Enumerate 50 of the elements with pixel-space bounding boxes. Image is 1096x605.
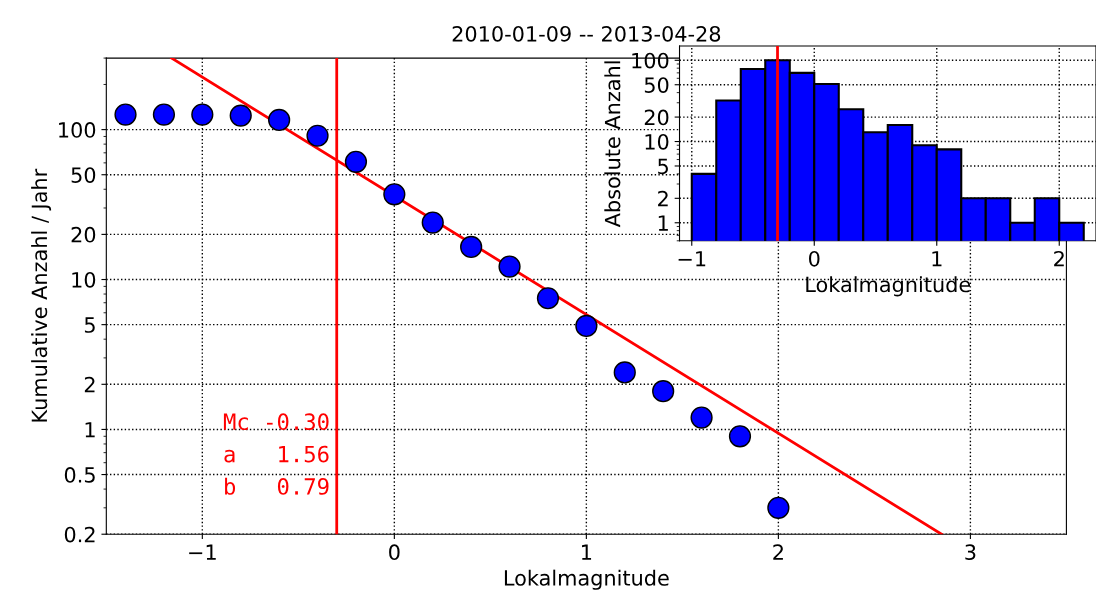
- x-tick-label: 0: [809, 250, 820, 267]
- point: [383, 183, 406, 206]
- y-tick-label: 100: [59, 122, 96, 138]
- y-tick-label: 50: [644, 77, 669, 93]
- annotation: a 1.56: [224, 445, 329, 463]
- point: [421, 211, 444, 234]
- x-tick-label: 1: [932, 251, 942, 267]
- point: [229, 104, 252, 127]
- point: [536, 287, 560, 310]
- x-tick-label: 2: [1054, 250, 1064, 267]
- point: [268, 108, 291, 132]
- chart-title: 2010-01-09 -- 2013-04-28: [452, 25, 721, 42]
- point: [728, 425, 752, 448]
- y-axis-title: Absolute Anzahl: [604, 61, 621, 228]
- point: [767, 496, 790, 519]
- point: [306, 124, 329, 147]
- annotation: b 0.79: [225, 477, 329, 495]
- y-tick-label: 2: [84, 376, 95, 393]
- x-tick-label: 3: [965, 544, 976, 561]
- x-tick-label: −1: [678, 251, 706, 267]
- x-tick-label: 0: [389, 544, 400, 561]
- y-tick-label: 10: [645, 133, 669, 150]
- y-tick-label: 20: [644, 109, 669, 126]
- point: [613, 361, 636, 384]
- point: [344, 150, 368, 173]
- point: [575, 314, 598, 338]
- x-tick-label: −1: [189, 544, 216, 560]
- point: [460, 235, 483, 259]
- point: [690, 406, 713, 429]
- y-tick-label: 1: [85, 422, 95, 438]
- y-tick-label: 5: [84, 317, 95, 333]
- y-tick-label: 10: [72, 271, 96, 288]
- y-axis-title: Kumulative Anzahl / Jahr: [31, 168, 52, 422]
- point: [114, 103, 137, 126]
- point: [498, 255, 521, 278]
- y-tick-label: 0.5: [64, 467, 95, 483]
- x-axis-title: Lokalmagnitude: [504, 569, 669, 590]
- annotation: Mc -0.30: [223, 413, 329, 431]
- point: [152, 103, 176, 126]
- y-tick-label: 5: [658, 158, 668, 175]
- y-tick-label: 2: [658, 190, 668, 207]
- y-tick-label: 20: [71, 226, 96, 243]
- x-axis-title: Lokalmagnitude: [806, 276, 971, 297]
- y-tick-label: 1: [658, 215, 668, 231]
- point: [191, 103, 214, 126]
- point: [652, 380, 675, 403]
- x-tick-label: 2: [773, 544, 783, 560]
- y-tick-label: 50: [71, 167, 96, 183]
- x-tick-label: 1: [582, 544, 592, 560]
- y-tick-label: 0.2: [64, 526, 95, 543]
